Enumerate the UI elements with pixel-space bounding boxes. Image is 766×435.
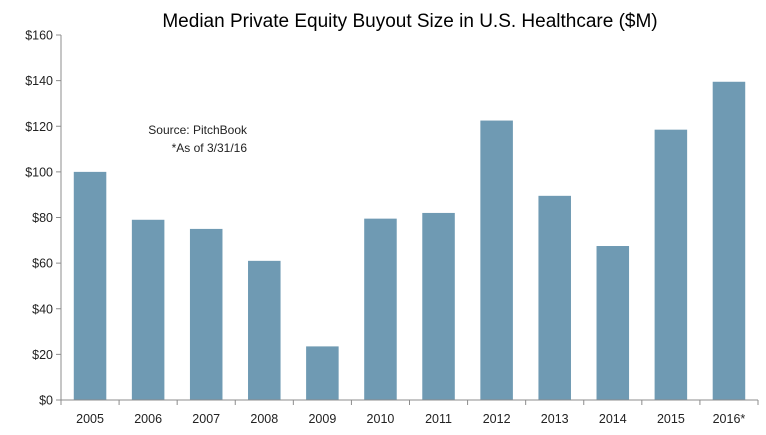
bar-2007 [189, 228, 223, 400]
y-tick-label: $100 [25, 165, 53, 179]
x-axis: 2005 2006 2007 2008 2009 2010 2011 2012 2013 2014… [60, 399, 759, 426]
bar-2010 [364, 218, 397, 400]
chart-title: Median Private Equity Buyout Size in U.S… [162, 11, 657, 32]
y-axis: $0 $20 $40 $60 $80 $100 $120 $140 $160 [25, 29, 62, 408]
x-tick-label: 2011 [425, 412, 452, 426]
bar-2013 [538, 195, 571, 400]
bar-2012 [480, 120, 513, 400]
bar-2011 [422, 212, 455, 400]
bar-2016 [712, 81, 746, 400]
bar-2005 [73, 171, 107, 400]
y-tick-label: $0 [39, 394, 53, 408]
y-tick-label: $40 [32, 302, 53, 316]
x-tick-label: 2009 [308, 412, 336, 426]
y-tick-label: $60 [32, 257, 53, 271]
y-tick-label: $160 [25, 29, 53, 43]
as-of-annotation: *As of 3/31/16 [172, 141, 248, 155]
x-tick-label: 2015 [657, 412, 685, 426]
x-tick-label: 2008 [250, 412, 278, 426]
bar-2008 [248, 260, 281, 400]
x-tick-label: 2014 [599, 412, 627, 426]
bar-2006 [131, 219, 165, 400]
y-tick-label: $120 [25, 120, 53, 134]
bar-2015 [654, 129, 688, 400]
y-tick-label: $140 [25, 74, 53, 88]
chart-annotations: Source: PitchBook *As of 3/31/16 [148, 123, 248, 155]
x-tick-label: 2006 [134, 412, 162, 426]
bar-2014 [596, 246, 630, 400]
x-tick-label: 2005 [76, 412, 104, 426]
x-tick-label: 2010 [367, 412, 395, 426]
x-tick-label: 2013 [541, 412, 569, 426]
y-tick-label: $20 [32, 348, 53, 362]
y-tick-label: $80 [32, 211, 53, 225]
source-annotation: Source: PitchBook [148, 123, 248, 137]
bars [73, 81, 746, 400]
x-tick-label: 2007 [192, 412, 220, 426]
bar-2009 [306, 346, 339, 400]
x-tick-label: 2016* [713, 412, 746, 426]
x-tick-label: 2012 [483, 412, 511, 426]
